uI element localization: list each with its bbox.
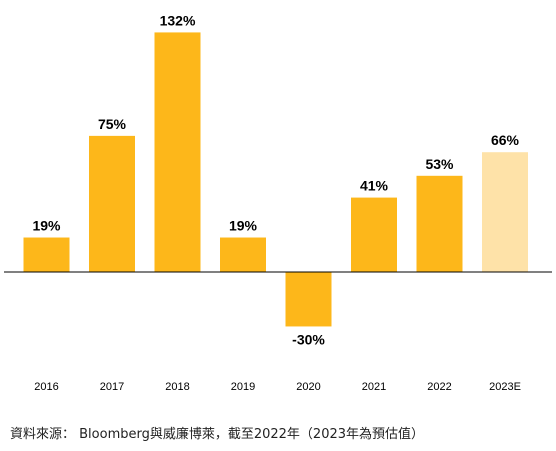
value-label-2022: 53% <box>425 156 454 172</box>
bar-2021 <box>351 197 397 272</box>
value-label-2019: 19% <box>229 218 258 234</box>
value-label-2023E: 66% <box>491 132 520 148</box>
bar-2016 <box>23 237 70 272</box>
bar-2023E <box>482 152 528 272</box>
value-label-2016: 19% <box>32 218 61 234</box>
value-label-2017: 75% <box>98 116 127 132</box>
bars-group <box>23 32 528 327</box>
value-labels-group: 19% 75% 132% 19% -30% 41% 53% 66% <box>32 12 519 347</box>
x-tick-label-2021: 2021 <box>362 381 386 393</box>
bar-2017 <box>89 135 135 272</box>
bar-2018 <box>154 32 201 272</box>
x-tick-labels-group: 2016 2017 2018 2019 2020 2021 2022 2023E <box>34 381 521 393</box>
bar-2022 <box>416 175 463 272</box>
bar-2020 <box>285 272 332 327</box>
source-note: 資料來源： Bloomberg與威廉博萊，截至2022年（2023年為預估值） <box>10 427 425 442</box>
bar-2019 <box>220 237 266 272</box>
x-tick-label-2019: 2019 <box>231 381 255 393</box>
x-tick-label-2018: 2018 <box>165 381 189 393</box>
x-tick-label-2020: 2020 <box>296 381 320 393</box>
value-label-2020: -30% <box>292 331 325 347</box>
x-tick-label-2022: 2022 <box>427 381 451 393</box>
value-label-2021: 41% <box>360 178 389 194</box>
x-tick-label-2017: 2017 <box>100 381 124 393</box>
x-tick-label-2016: 2016 <box>34 381 58 393</box>
x-tick-label-2023E: 2023E <box>489 381 521 393</box>
value-label-2018: 132% <box>160 12 196 28</box>
